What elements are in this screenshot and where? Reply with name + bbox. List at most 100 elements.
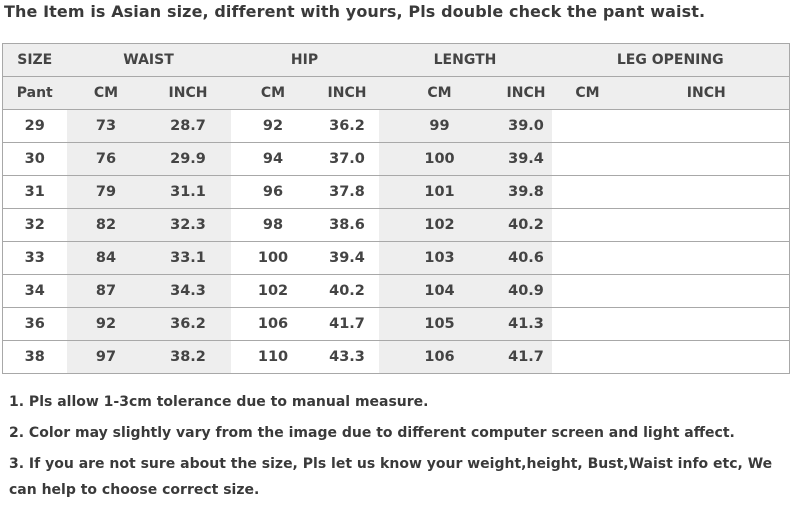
table-row: 36 92 36.2 106 41.7 105 41.3 (2, 307, 790, 341)
group-header-row: SIZE WAIST HIP LENGTH LEG OPENING (2, 43, 790, 77)
table-cell (623, 142, 790, 176)
table-cell: 30 (2, 142, 67, 176)
table-cell (623, 340, 790, 374)
table-cell: 82 (66, 208, 146, 242)
table-cell (551, 241, 624, 275)
subheader-hip-inch: INCH (315, 76, 379, 110)
table-cell (623, 208, 790, 242)
table-cell: 37.8 (315, 175, 379, 209)
table-cell: 41.7 (500, 340, 552, 374)
table-cell: 101 (378, 175, 501, 209)
page-title: The Item is Asian size, different with y… (4, 2, 706, 21)
table-cell: 36.2 (315, 109, 379, 143)
table-row: 32 82 32.3 98 38.6 102 40.2 (2, 208, 790, 242)
table-cell: 40.2 (500, 208, 552, 242)
table-cell: 41.3 (500, 307, 552, 341)
table-cell: 94 (230, 142, 316, 176)
table-row: 38 97 38.2 110 43.3 106 41.7 (2, 340, 790, 374)
table-cell: 39.4 (500, 142, 552, 176)
table-cell: 32.3 (145, 208, 231, 242)
header-leg-opening: LEG OPENING (551, 43, 790, 77)
table-cell (551, 208, 624, 242)
table-cell: 43.3 (315, 340, 379, 374)
subheader-waist-inch: INCH (145, 76, 231, 110)
note-item: 3. If you are not sure about the size, P… (9, 456, 773, 498)
table-cell: 39.4 (315, 241, 379, 275)
table-cell (551, 307, 624, 341)
table-cell: 92 (66, 307, 146, 341)
table-cell: 39.8 (500, 175, 552, 209)
table-cell: 92 (230, 109, 316, 143)
table-cell: 33.1 (145, 241, 231, 275)
table-cell: 102 (378, 208, 501, 242)
table-cell: 31.1 (145, 175, 231, 209)
size-chart-table: SIZE WAIST HIP LENGTH LEG OPENING Pant C… (2, 43, 790, 374)
subheader-length-cm: CM (378, 76, 501, 110)
subheader-length-inch: INCH (500, 76, 552, 110)
header-hip: HIP (230, 43, 379, 77)
table-cell (623, 274, 790, 308)
table-row: 31 79 31.1 96 37.8 101 39.8 (2, 175, 790, 209)
table-cell: 34.3 (145, 274, 231, 308)
table-cell: 40.6 (500, 241, 552, 275)
table-cell: 41.7 (315, 307, 379, 341)
table-cell: 102 (230, 274, 316, 308)
table-cell: 110 (230, 340, 316, 374)
table-cell (623, 175, 790, 209)
table-cell (551, 175, 624, 209)
table-cell: 104 (378, 274, 501, 308)
table-cell: 40.9 (500, 274, 552, 308)
table-cell: 38.6 (315, 208, 379, 242)
table-cell: 98 (230, 208, 316, 242)
table-row: 30 76 29.9 94 37.0 100 39.4 (2, 142, 790, 176)
table-row: 33 84 33.1 100 39.4 103 40.6 (2, 241, 790, 275)
table-cell: 29.9 (145, 142, 231, 176)
table-cell: 100 (230, 241, 316, 275)
table-cell: 33 (2, 241, 67, 275)
header-size: SIZE (2, 43, 67, 77)
subheader-hip-cm: CM (230, 76, 316, 110)
table-cell: 96 (230, 175, 316, 209)
table-cell (551, 274, 624, 308)
table-cell: 29 (2, 109, 67, 143)
table-row: 34 87 34.3 102 40.2 104 40.9 (2, 274, 790, 308)
table-cell: 100 (378, 142, 501, 176)
table-cell: 32 (2, 208, 67, 242)
subheader-pant: Pant (2, 76, 67, 110)
table-cell: 73 (66, 109, 146, 143)
table-cell (551, 340, 624, 374)
table-cell (623, 307, 790, 341)
table-cell: 38 (2, 340, 67, 374)
table-cell: 34 (2, 274, 67, 308)
table-cell: 99 (378, 109, 501, 143)
table-cell: 38.2 (145, 340, 231, 374)
subheader-leg-inch: INCH (623, 76, 790, 110)
table-cell (623, 241, 790, 275)
subheader-waist-cm: CM (66, 76, 146, 110)
table-cell: 76 (66, 142, 146, 176)
subheader-leg-cm: CM (551, 76, 624, 110)
table-cell: 106 (378, 340, 501, 374)
note-item: 2. Color may slightly vary from the imag… (9, 425, 735, 441)
table-cell: 84 (66, 241, 146, 275)
table-cell: 103 (378, 241, 501, 275)
table-cell: 87 (66, 274, 146, 308)
table-cell: 36 (2, 307, 67, 341)
table-cell (551, 142, 624, 176)
table-cell: 106 (230, 307, 316, 341)
table-cell: 105 (378, 307, 501, 341)
header-length: LENGTH (378, 43, 552, 77)
header-waist: WAIST (66, 43, 231, 77)
table-cell: 40.2 (315, 274, 379, 308)
table-cell: 31 (2, 175, 67, 209)
note-item: 1. Pls allow 1-3cm tolerance due to manu… (9, 394, 429, 410)
table-cell: 79 (66, 175, 146, 209)
table-cell: 28.7 (145, 109, 231, 143)
table-cell: 39.0 (500, 109, 552, 143)
notes-section: 1. Pls allow 1-3cm tolerance due to manu… (9, 389, 781, 508)
table-cell: 37.0 (315, 142, 379, 176)
table-row: 29 73 28.7 92 36.2 99 39.0 (2, 109, 790, 143)
table-cell: 97 (66, 340, 146, 374)
table-cell: 36.2 (145, 307, 231, 341)
table-cell (623, 109, 790, 143)
